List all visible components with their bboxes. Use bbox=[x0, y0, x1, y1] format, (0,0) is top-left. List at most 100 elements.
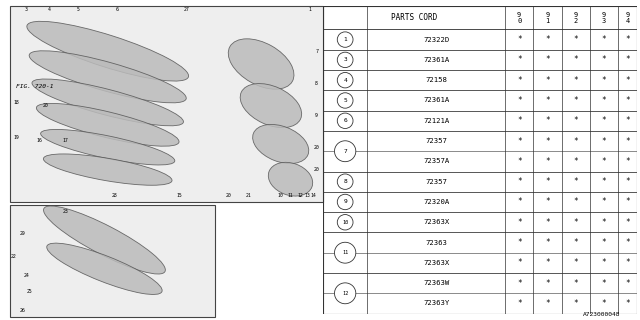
Text: 72357A: 72357A bbox=[423, 158, 449, 164]
Text: 8: 8 bbox=[315, 81, 318, 86]
Text: A723000048: A723000048 bbox=[583, 312, 621, 317]
Text: 8: 8 bbox=[343, 179, 347, 184]
Text: 20: 20 bbox=[314, 167, 319, 172]
Text: 72363X: 72363X bbox=[423, 219, 449, 225]
Text: 72363: 72363 bbox=[425, 240, 447, 245]
Text: 11: 11 bbox=[342, 250, 348, 255]
Text: *: * bbox=[573, 96, 578, 105]
Text: *: * bbox=[602, 197, 606, 206]
Text: *: * bbox=[545, 177, 550, 186]
Text: *: * bbox=[517, 258, 522, 267]
Text: *: * bbox=[573, 177, 578, 186]
Bar bbox=[10, 205, 216, 317]
Text: *: * bbox=[625, 137, 630, 146]
Text: 24: 24 bbox=[23, 273, 29, 278]
Text: 72320A: 72320A bbox=[423, 199, 449, 205]
Circle shape bbox=[337, 32, 353, 47]
Text: 1: 1 bbox=[308, 7, 312, 12]
Text: *: * bbox=[573, 55, 578, 64]
Text: 4: 4 bbox=[343, 78, 347, 83]
Text: *: * bbox=[573, 197, 578, 206]
Text: 72158: 72158 bbox=[425, 77, 447, 83]
Text: *: * bbox=[517, 116, 522, 125]
Text: *: * bbox=[545, 258, 550, 267]
Text: *: * bbox=[573, 218, 578, 227]
Text: 12: 12 bbox=[298, 193, 303, 198]
Text: 14: 14 bbox=[310, 193, 316, 198]
Text: *: * bbox=[573, 137, 578, 146]
Text: 9
4: 9 4 bbox=[625, 12, 630, 24]
Ellipse shape bbox=[40, 130, 175, 165]
Text: *: * bbox=[545, 55, 550, 64]
Text: 20: 20 bbox=[314, 145, 319, 150]
Text: *: * bbox=[625, 96, 630, 105]
Ellipse shape bbox=[29, 51, 186, 103]
Text: 20: 20 bbox=[43, 103, 49, 108]
Text: *: * bbox=[625, 238, 630, 247]
Text: 12: 12 bbox=[342, 291, 348, 296]
Text: *: * bbox=[573, 116, 578, 125]
Text: *: * bbox=[545, 299, 550, 308]
Ellipse shape bbox=[44, 206, 165, 274]
Ellipse shape bbox=[240, 84, 301, 128]
Text: 7: 7 bbox=[315, 49, 318, 54]
Text: *: * bbox=[545, 137, 550, 146]
Text: *: * bbox=[625, 258, 630, 267]
Text: 72322D: 72322D bbox=[423, 36, 449, 43]
Text: *: * bbox=[545, 279, 550, 288]
Ellipse shape bbox=[253, 124, 308, 164]
Text: 10: 10 bbox=[342, 220, 348, 225]
Text: *: * bbox=[602, 258, 606, 267]
Text: *: * bbox=[602, 157, 606, 166]
Text: 9
0: 9 0 bbox=[517, 12, 522, 24]
Text: *: * bbox=[517, 76, 522, 85]
Text: *: * bbox=[625, 116, 630, 125]
Circle shape bbox=[337, 113, 353, 129]
Text: *: * bbox=[602, 137, 606, 146]
Text: 20: 20 bbox=[226, 193, 231, 198]
Text: *: * bbox=[517, 279, 522, 288]
Text: 26: 26 bbox=[20, 308, 26, 313]
Text: *: * bbox=[573, 157, 578, 166]
Text: *: * bbox=[602, 299, 606, 308]
Text: *: * bbox=[602, 218, 606, 227]
Text: *: * bbox=[545, 116, 550, 125]
Text: *: * bbox=[573, 35, 578, 44]
Text: *: * bbox=[517, 35, 522, 44]
Bar bbox=[10, 6, 323, 202]
Text: 10: 10 bbox=[278, 193, 284, 198]
Text: *: * bbox=[573, 238, 578, 247]
Text: 9: 9 bbox=[343, 199, 347, 204]
Text: 6: 6 bbox=[116, 7, 119, 12]
Text: 7: 7 bbox=[343, 149, 347, 154]
Text: *: * bbox=[545, 157, 550, 166]
Text: *: * bbox=[602, 76, 606, 85]
Text: *: * bbox=[545, 76, 550, 85]
Circle shape bbox=[337, 72, 353, 88]
Text: *: * bbox=[625, 177, 630, 186]
Text: 9
3: 9 3 bbox=[602, 12, 606, 24]
Text: *: * bbox=[625, 76, 630, 85]
Ellipse shape bbox=[27, 21, 189, 81]
Text: 21: 21 bbox=[245, 193, 251, 198]
Text: 9: 9 bbox=[315, 113, 318, 118]
Text: *: * bbox=[573, 258, 578, 267]
Text: *: * bbox=[602, 35, 606, 44]
Text: 9
1: 9 1 bbox=[545, 12, 550, 24]
Ellipse shape bbox=[36, 103, 179, 146]
Ellipse shape bbox=[47, 243, 162, 294]
Text: 3: 3 bbox=[343, 57, 347, 62]
Text: 16: 16 bbox=[36, 138, 42, 143]
Text: *: * bbox=[545, 96, 550, 105]
Text: 11: 11 bbox=[287, 193, 293, 198]
Text: 1: 1 bbox=[343, 37, 347, 42]
Text: 18: 18 bbox=[13, 100, 19, 105]
Text: 29: 29 bbox=[20, 231, 26, 236]
Text: 25: 25 bbox=[26, 289, 32, 294]
Text: *: * bbox=[602, 55, 606, 64]
Text: 23: 23 bbox=[63, 209, 68, 214]
Bar bbox=[323, 6, 637, 29]
Text: 72361A: 72361A bbox=[423, 98, 449, 103]
Text: 72363W: 72363W bbox=[423, 280, 449, 286]
Circle shape bbox=[337, 52, 353, 68]
